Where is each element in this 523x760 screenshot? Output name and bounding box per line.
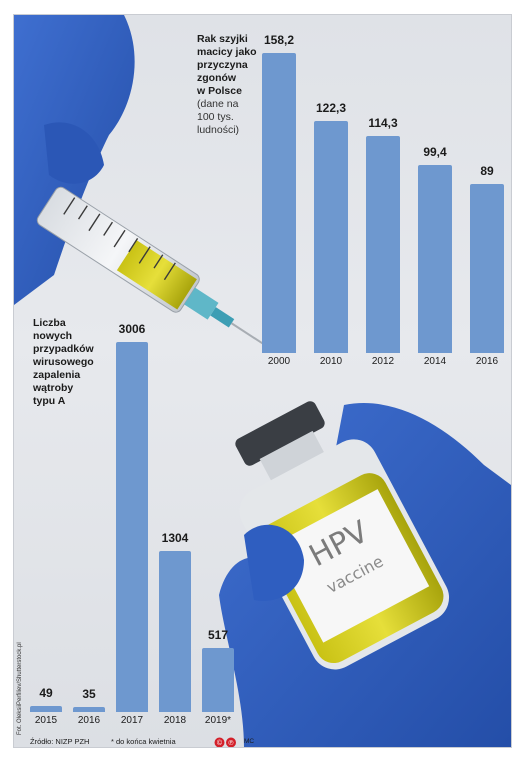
photo-credit: Fot. OleksiiPerfiliev/Shutterstock.pl bbox=[17, 465, 29, 735]
chart2-title-line-7: typu A bbox=[33, 395, 66, 407]
chart1-value-label: 114,3 bbox=[368, 116, 398, 131]
photo-credit-text: Fot. OleksiiPerfiliev/Shutterstock.pl bbox=[17, 642, 23, 735]
chart2-bar-2015 bbox=[30, 705, 62, 712]
chart2-value-label: 1304 bbox=[161, 531, 189, 546]
chart1-value-label: 122,3 bbox=[315, 101, 347, 116]
chart2-bar-2018 bbox=[159, 551, 191, 712]
infographic: HPV vaccine Rak szyjki macicy jako przyc… bbox=[13, 14, 512, 748]
chart2-tick-label: 2015 bbox=[34, 715, 58, 726]
chart1-value-label: 99,4 bbox=[423, 144, 447, 159]
chart2-value-label: 49 bbox=[39, 685, 53, 700]
chart1-bar-2000 bbox=[262, 53, 296, 353]
chart2-title-line-5: zapalenia bbox=[33, 369, 81, 381]
chart2-title: Liczba nowych przypadków wirusowego zapa… bbox=[33, 317, 94, 408]
chart2-tick-label: 2016 bbox=[77, 715, 101, 726]
chart1-value-label: 158,2 bbox=[263, 33, 295, 47]
chart2-value-label: 3006 bbox=[118, 322, 146, 336]
chart1-tick-label: 2016 bbox=[475, 356, 499, 367]
chart1-bar-2012 bbox=[366, 136, 400, 353]
chart2-bar-2016 bbox=[73, 707, 105, 712]
chart2-title-line-1: Liczba bbox=[33, 317, 66, 329]
chart2-bar-2019 bbox=[202, 648, 234, 712]
chart1-title-line-4: zgonów bbox=[197, 72, 237, 84]
chart1-bar-2016 bbox=[470, 184, 504, 353]
chart1-tick-label: 2012 bbox=[371, 356, 395, 367]
source-note: Źródło: NIZP PZH bbox=[30, 737, 90, 746]
chart1-bar-2014 bbox=[418, 164, 452, 353]
chart1-title-line-3: przyczyna bbox=[197, 59, 248, 71]
chart1-title-line-1: Rak szyjki bbox=[197, 33, 248, 45]
chart2-tick-label: 2018 bbox=[163, 715, 187, 726]
chart2-value-label: 35 bbox=[82, 687, 96, 701]
chart1-subtitle-line-1: (dane na bbox=[197, 98, 239, 110]
chart2-title-line-6: wątroby bbox=[33, 382, 74, 394]
vaccine-photo: HPV vaccine bbox=[14, 15, 511, 747]
chart1-title-line-2: macicy jako bbox=[197, 46, 257, 58]
chart1-tick-label: 2014 bbox=[423, 356, 447, 367]
chart1-bar-2010 bbox=[314, 121, 348, 353]
chart2-tick-label: 2019* bbox=[204, 715, 232, 726]
chart2-value-label: 517 bbox=[207, 628, 229, 643]
chart1-title-line-5: w Polsce bbox=[197, 85, 242, 97]
chart1-tick-label: 2000 bbox=[267, 356, 291, 367]
signature: MC bbox=[244, 738, 255, 745]
chart2-title-line-2: nowych bbox=[33, 330, 73, 342]
chart1-title: Rak szyjki macicy jako przyczyna zgonów … bbox=[197, 33, 257, 137]
chart1-subtitle-line-2: 100 tys. bbox=[197, 111, 234, 123]
chart2-title-line-4: wirusowego bbox=[33, 356, 94, 368]
chart2-tick-label: 2017 bbox=[120, 715, 144, 726]
footnote: * do końca kwietnia bbox=[111, 737, 176, 746]
chart1-value-label: 89 bbox=[480, 164, 494, 179]
chart2-bar-2017 bbox=[116, 342, 148, 712]
svg-text:©: © bbox=[217, 739, 223, 747]
chart1-subtitle-line-3: ludności) bbox=[197, 124, 240, 136]
chart2-title-line-3: przypadków bbox=[33, 343, 94, 355]
svg-text:℗: ℗ bbox=[228, 740, 234, 747]
chart1-tick-label: 2010 bbox=[319, 356, 343, 367]
publisher-logo: © ℗ bbox=[214, 737, 236, 747]
